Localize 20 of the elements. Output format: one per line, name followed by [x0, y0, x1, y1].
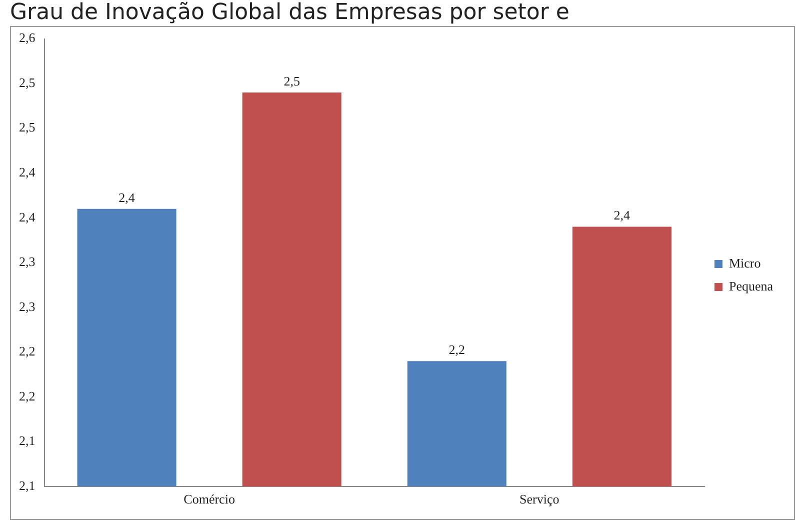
legend-label: Micro — [728, 255, 761, 270]
y-tick-label: 2,4 — [19, 209, 36, 224]
y-tick-label: 2,1 — [19, 433, 36, 448]
chart-title: Grau de Inovação Global das Empresas por setor e — [9, 0, 570, 26]
y-tick-label: 2,6 — [19, 30, 36, 46]
y-tick-label: 2,5 — [19, 74, 36, 90]
y-tick-label: 2,2 — [19, 344, 36, 359]
y-tick-label: 2,2 — [19, 388, 36, 404]
legend-label: Pequena — [728, 278, 774, 294]
y-tick-label: 2,3 — [19, 254, 36, 270]
x-tick-label: Serviço — [520, 492, 560, 507]
data-label: 2,2 — [448, 342, 466, 357]
data-label: 2,4 — [118, 190, 136, 205]
x-tick-label: Comércio — [184, 492, 235, 507]
y-tick-label: 2,3 — [19, 298, 36, 314]
y-tick-label: 2,4 — [19, 164, 36, 180]
data-label: 2,4 — [614, 208, 631, 223]
data-label: 2,5 — [284, 73, 300, 88]
y-tick-label: 2,5 — [19, 120, 36, 135]
y-tick-label: 2,1 — [19, 478, 36, 493]
